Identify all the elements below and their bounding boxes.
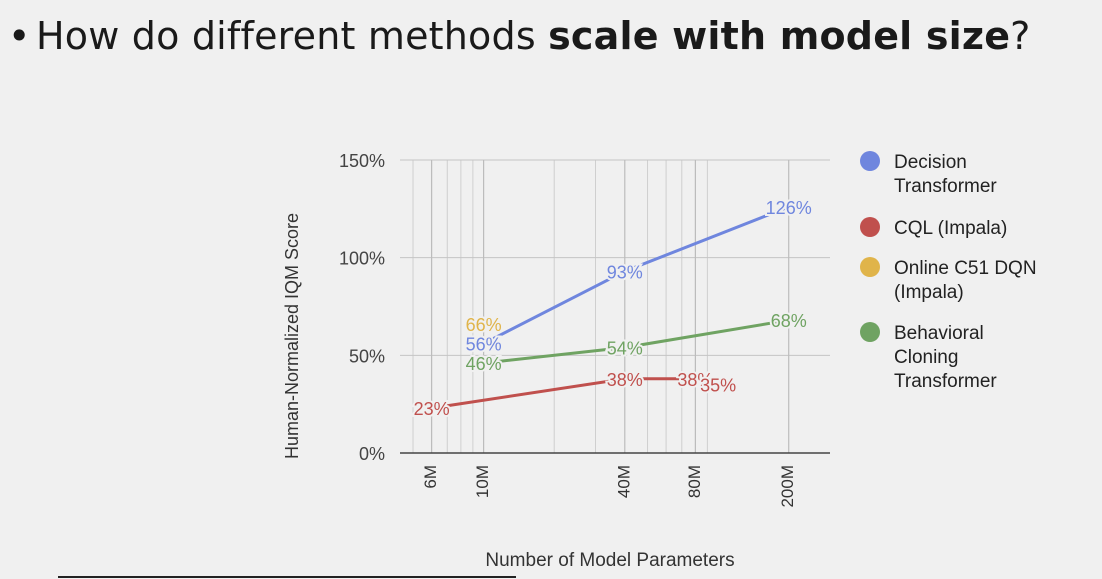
question-text-bold: scale with model size [548, 14, 1011, 58]
data-label: 38% [677, 370, 713, 390]
y-tick-label: 0% [359, 444, 385, 464]
data-label: 38% [607, 370, 643, 390]
data-label: 35% [700, 376, 736, 396]
legend-label: Decision [894, 152, 967, 173]
legend-label: (Impala) [894, 282, 964, 303]
series-line [482, 205, 790, 345]
bullet-icon: • [8, 14, 31, 58]
legend-label: CQL (Impala) [894, 218, 1007, 239]
legend-label: Online C51 DQN [894, 258, 1037, 279]
legend-label: Cloning [894, 347, 958, 368]
series-line [483, 318, 789, 365]
legend-label: Behavioral [894, 323, 984, 344]
question-text-prefix: How do different methods [36, 14, 549, 58]
data-label: 66% [466, 315, 502, 335]
data-label: 93% [607, 262, 643, 282]
data-label: 68% [771, 311, 807, 331]
legend-label: Transformer [894, 371, 997, 392]
footer-divider [58, 576, 516, 578]
legend-label: Transformer [894, 176, 997, 197]
legend-marker [860, 151, 880, 171]
data-label: 54% [607, 339, 643, 359]
question-text-suffix: ? [1010, 14, 1031, 58]
data-label: 46% [466, 354, 502, 374]
series-line [431, 377, 719, 410]
legend-marker [860, 257, 880, 277]
y-axis-title: Human-Normalized IQM Score [282, 213, 302, 459]
data-label: 126% [766, 198, 812, 218]
legend-marker [860, 217, 880, 237]
x-tick-label: 200M [778, 465, 797, 508]
data-label: 23% [414, 399, 450, 419]
x-axis-title: Number of Model Parameters [485, 550, 734, 571]
legend-marker [860, 322, 880, 342]
x-tick-label: 80M [685, 465, 704, 498]
y-tick-label: 150% [339, 151, 385, 171]
y-tick-label: 100% [339, 249, 385, 269]
x-tick-label: 40M [614, 465, 633, 498]
y-tick-label: 50% [349, 346, 385, 366]
x-tick-label: 6M [421, 465, 440, 489]
data-label: 56% [466, 335, 502, 355]
slide-bullet-question: • How do different methods scale with mod… [8, 14, 1031, 58]
x-tick-label: 10M [473, 465, 492, 498]
